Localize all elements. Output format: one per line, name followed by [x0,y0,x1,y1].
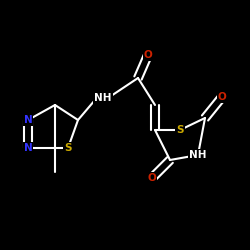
Text: N: N [24,115,32,125]
Text: S: S [64,143,72,153]
Text: O: O [218,92,226,102]
Text: S: S [176,125,184,135]
Text: NH: NH [94,93,112,103]
Text: O: O [144,50,152,60]
Text: N: N [24,143,32,153]
Text: O: O [148,173,156,183]
Text: NH: NH [189,150,207,160]
